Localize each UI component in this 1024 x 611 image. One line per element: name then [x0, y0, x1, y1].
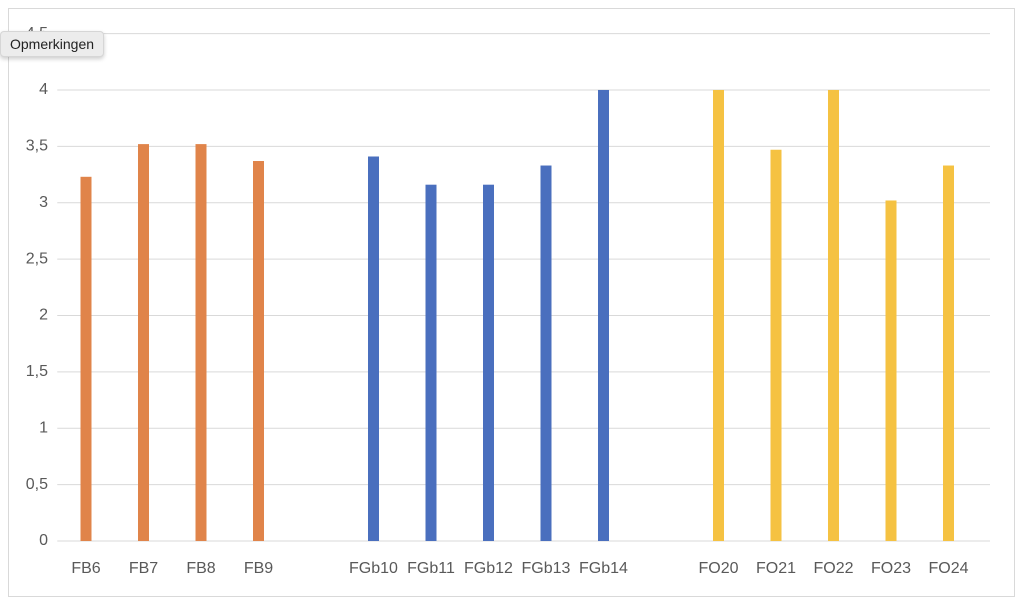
bar	[368, 156, 379, 542]
y-tick-label: 0	[39, 532, 48, 549]
bar	[598, 89, 609, 541]
bar	[483, 184, 494, 541]
x-tick-label: FGb14	[579, 560, 628, 577]
y-tick-label: 3	[39, 194, 48, 211]
y-tick-label: 1,5	[26, 363, 48, 380]
x-tick-label: FB9	[244, 560, 273, 577]
bar	[253, 161, 264, 541]
bar	[138, 144, 149, 541]
x-tick-label: FB7	[129, 560, 158, 577]
y-tick-label: 0,5	[26, 476, 48, 493]
x-tick-label: FO20	[698, 560, 738, 577]
tooltip: Opmerkingen	[0, 31, 105, 57]
x-tick-label: FGb12	[464, 560, 513, 577]
x-tick-label: FO22	[813, 560, 853, 577]
bar	[770, 149, 782, 541]
x-tick-label: FGb13	[522, 560, 571, 577]
bar	[943, 165, 954, 542]
y-tick-label: 2	[39, 307, 48, 324]
bar	[195, 144, 207, 541]
x-tick-label: FO21	[756, 560, 796, 577]
chart-frame	[8, 8, 1015, 597]
x-tick-label: FGb11	[407, 560, 455, 577]
x-tick-label: FB6	[71, 560, 100, 577]
y-tick-label: 2,5	[26, 250, 48, 267]
bar	[828, 89, 839, 541]
bar	[425, 184, 437, 541]
x-tick-label: FB8	[186, 560, 215, 577]
bar	[80, 176, 92, 541]
bar	[713, 89, 724, 541]
bar	[540, 165, 552, 542]
bar	[885, 200, 897, 542]
y-tick-label: 3,5	[26, 138, 48, 155]
x-tick-label: FO24	[928, 560, 968, 577]
x-tick-label: FGb10	[349, 560, 398, 577]
y-tick-label: 4	[39, 81, 48, 98]
y-tick-label: 1	[39, 419, 48, 436]
x-tick-label: FO23	[871, 560, 911, 577]
